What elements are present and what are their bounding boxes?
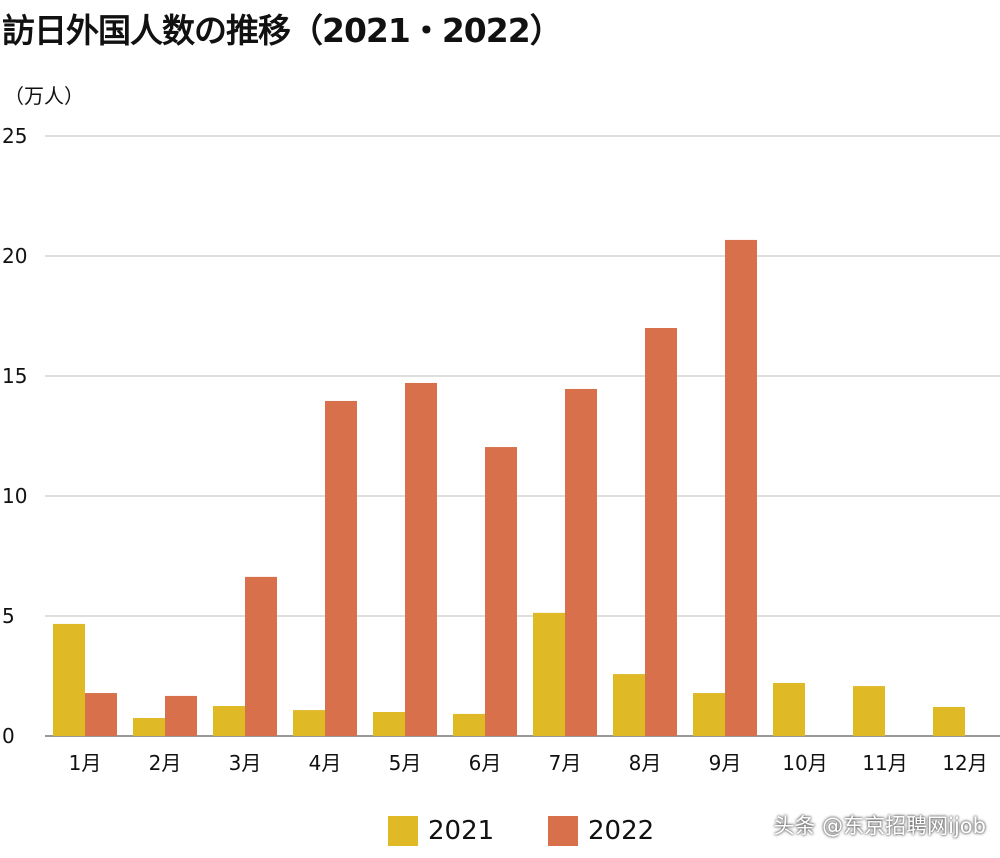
bar-2022: [165, 695, 197, 736]
bar-2021: [533, 612, 565, 736]
bar-2021: [693, 693, 725, 736]
x-tick-label: 8月: [629, 751, 662, 775]
legend-swatch-2021: [388, 816, 418, 846]
x-tick-label: 3月: [229, 751, 262, 775]
bar-2022: [645, 328, 677, 736]
bar-2022: [245, 576, 277, 736]
y-tick-label: 0: [2, 724, 15, 748]
y-axis-unit-label: （万人）: [4, 84, 84, 108]
legend-label-2022: 2022: [588, 816, 655, 846]
x-tick-label: 6月: [469, 751, 502, 775]
x-tick-label: 5月: [389, 751, 422, 775]
x-tick-label: 1月: [69, 751, 102, 775]
y-tick-label: 10: [2, 484, 27, 508]
x-tick-label: 12月: [942, 751, 987, 775]
bar-2022: [565, 388, 597, 736]
x-tick-label: 10月: [782, 751, 827, 775]
bar-2021: [933, 706, 965, 736]
chart-title: 訪日外国人数の推移（2021・2022）: [2, 11, 563, 50]
x-tick-label: 4月: [309, 751, 342, 775]
legend-item-2022: 2022: [548, 816, 654, 846]
bar-2021: [853, 686, 885, 736]
bar-2021: [293, 710, 325, 736]
x-tick-label: 2月: [149, 751, 182, 775]
bar-2021: [53, 623, 85, 736]
bar-2022: [725, 239, 757, 737]
legend-swatch-2022: [548, 816, 578, 846]
y-tick-label: 15: [2, 364, 27, 388]
y-tick-label: 5: [2, 604, 15, 628]
x-tick-label: 7月: [549, 751, 582, 775]
bar-2021: [613, 674, 645, 736]
bar-2021: [773, 682, 805, 736]
legend-label-2021: 2021: [428, 816, 495, 846]
bar-2022: [325, 400, 357, 736]
legend-item-2021: 2021: [388, 816, 494, 846]
y-tick-label: 25: [2, 124, 27, 148]
bar-2022: [485, 447, 517, 736]
x-tick-label: 9月: [709, 751, 742, 775]
bar-2021: [453, 713, 485, 736]
watermark: 头条 @东京招聘网ijob: [773, 814, 986, 838]
y-tick-label: 20: [2, 244, 27, 268]
bar-2021: [373, 712, 405, 736]
bar-2022: [405, 382, 437, 736]
bar-2021: [213, 706, 245, 736]
x-tick-label: 11月: [862, 751, 907, 775]
bar-2022: [85, 693, 117, 736]
bar-2021: [133, 718, 165, 736]
